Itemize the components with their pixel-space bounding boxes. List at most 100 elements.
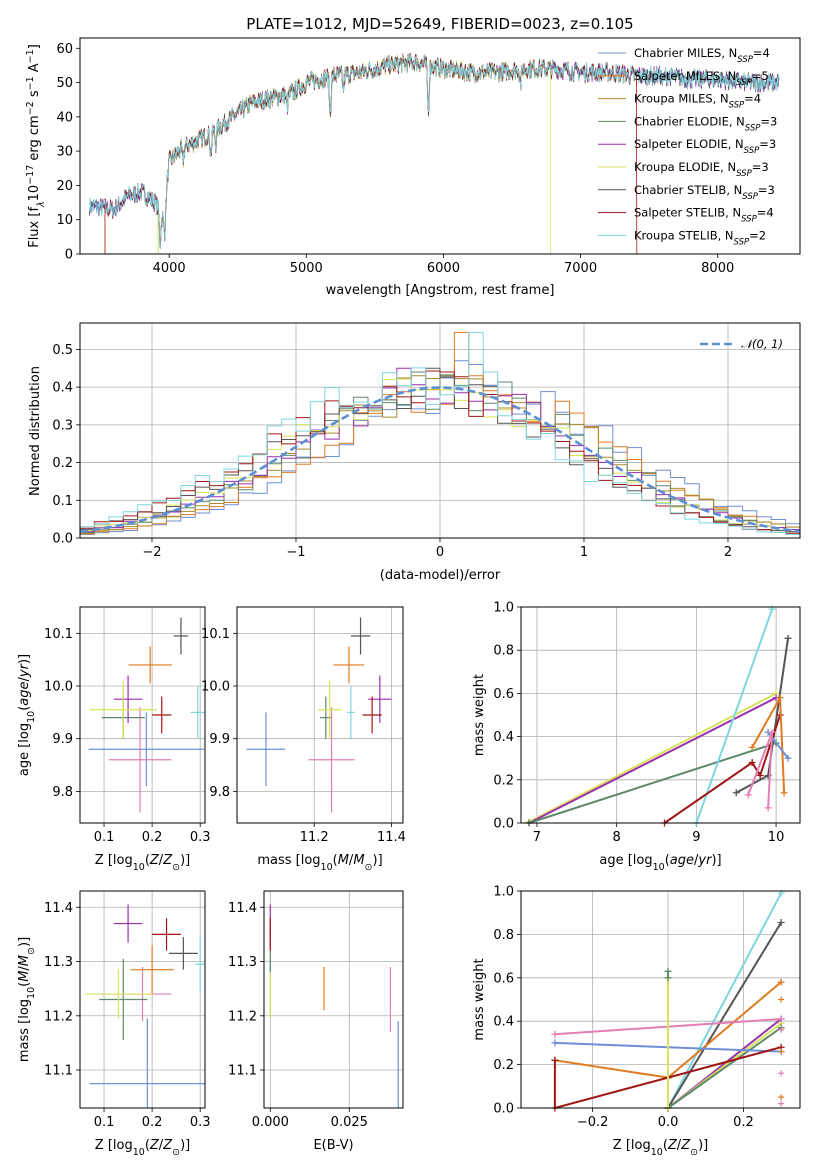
x-tick-label: −1 (286, 545, 305, 560)
weight-marker (778, 1048, 785, 1055)
x-axis-label: Z [log10(Z/Z⊙)] (95, 853, 190, 873)
y-tick-label: 10 (56, 213, 73, 228)
plot-frame (520, 890, 801, 1109)
y-tick-label: 11.4 (44, 901, 73, 916)
weight-marker (784, 754, 792, 762)
weight-marker (778, 979, 785, 986)
y-tick-label: 11.3 (228, 955, 257, 970)
y-tick-label: 9.9 (209, 732, 230, 747)
y-tick-label: 11.4 (228, 901, 257, 916)
x-axis-label: mass [log10(M/M⊙)] (257, 853, 382, 873)
plot-frame (79, 322, 801, 539)
y-tick-label: 11.1 (44, 1064, 73, 1079)
y-tick-label: 10.1 (201, 627, 230, 642)
y-tick-label: 11.1 (228, 1064, 257, 1079)
x-tick-label: 0 (436, 545, 444, 560)
x-tick-label: 0.2 (142, 1115, 163, 1130)
normal-curve (79, 386, 801, 533)
x-tick-label: 4000 (153, 261, 186, 276)
weight-line (554, 1059, 669, 1079)
weight-marker (756, 771, 764, 779)
x-tick-label: 10 (768, 830, 785, 845)
weight-marker (744, 791, 752, 799)
legend-label: Chabrier ELODIE, NSSP=3 (634, 114, 777, 133)
y-axis-label: Flux [fλ10−17 erg cm−2 s−1 A−1] (25, 44, 47, 248)
y-tick-label: 0.2 (493, 773, 514, 788)
legend-label: Chabrier MILES, NSSP=4 (634, 46, 770, 65)
weight-marker (551, 1039, 559, 1047)
y-tick-label: 40 (56, 110, 73, 125)
y-tick-label: 9.8 (52, 785, 73, 800)
legend-label: Chabrier STELIB, NSSP=3 (634, 183, 775, 202)
x-tick-label: 8 (613, 830, 621, 845)
legend-label: Kroupa ELODIE, NSSP=3 (634, 160, 769, 179)
spectrum-line (89, 53, 780, 249)
weight-marker (778, 996, 785, 1003)
weight-marker (777, 918, 785, 926)
histogram-series (80, 370, 800, 534)
weight-marker (778, 1094, 785, 1101)
weight-marker (784, 634, 792, 642)
y-tick-label: 0.3 (52, 418, 73, 433)
weight-marker (768, 728, 776, 736)
legend-label: Kroupa STELIB, NSSP=2 (634, 228, 766, 247)
plot-frame (263, 890, 404, 1109)
spectrum-line (157, 54, 551, 254)
residual-histogram-panel: −2 −1 0 1 2 0.0 0.1 0.2 0.3 0.4 0.5 𝒩(0, 1) (data-mo… (28, 322, 801, 583)
weight-line (667, 981, 782, 1079)
age-vs-metallicity-panel: 0.1 0.2 0.3 9.8 9.9 10.0 10.1 Z [log10(Z/Z⊙)] ag… (17, 606, 211, 873)
weight-marker (777, 1015, 785, 1023)
y-tick-label: 20 (56, 179, 73, 194)
y-tick-label: 11.2 (44, 1009, 73, 1024)
figure-title: PLATE=1012, MJD=52649, FIBERID=0023, z=0… (246, 15, 633, 33)
x-axis-label: age [log10(age/yr)] (599, 853, 721, 873)
x-tick-label: 0.1 (94, 1115, 115, 1130)
y-tick-label: 0.4 (493, 730, 514, 745)
y-tick-label: 0.0 (493, 817, 514, 832)
plot-frame (79, 606, 206, 824)
weight-vs-metallicity-panel: −0.2 0.0 0.2 0.0 0.2 0.4 0.6 0.8 1.0 Z [log10(Z/Z… (472, 885, 801, 1158)
weight-marker (780, 789, 788, 797)
legend-label: Salpeter ELODIE, NSSP=3 (634, 137, 776, 156)
histogram-series (80, 378, 800, 533)
histogram-series (80, 331, 800, 535)
weight-marker (778, 1100, 785, 1107)
x-tick-label: 11.2 (300, 830, 329, 845)
y-tick-label: 0.6 (493, 687, 514, 702)
y-tick-label: 9.8 (209, 785, 230, 800)
x-tick-label: 7000 (564, 261, 597, 276)
weight-marker (664, 974, 672, 982)
x-tick-label: 8000 (701, 261, 734, 276)
plot-frame (79, 890, 206, 1109)
x-tick-label: 9 (692, 830, 700, 845)
y-tick-label: 0.4 (493, 1015, 514, 1030)
weight-marker (776, 694, 784, 702)
weight-marker (764, 804, 772, 812)
weight-line (663, 714, 782, 824)
y-tick-label: 10.1 (44, 627, 73, 642)
x-axis-label: Z [log10(Z/Z⊙)] (613, 1138, 708, 1158)
x-tick-label: −2 (142, 545, 161, 560)
y-tick-label: 0.4 (52, 381, 73, 396)
x-tick-label: 0.2 (733, 1115, 754, 1130)
y-tick-label: 11.2 (228, 1009, 257, 1024)
weight-marker (732, 789, 740, 797)
x-tick-label: 0.2 (142, 830, 163, 845)
y-tick-label: 1.0 (493, 885, 514, 900)
y-tick-label: 0 (65, 248, 73, 263)
x-axis-label: (data-model)/error (380, 568, 501, 583)
spectrum-panel: 4000 5000 6000 7000 8000 0 10 20 30 40 50 60 Chabrie… (25, 37, 801, 298)
mass-vs-metallicity-panel: 0.1 0.2 0.3 11.1 11.2 11.3 11.4 Z [log10(Z/Z⊙)]… (17, 890, 211, 1158)
weight-line (528, 742, 777, 824)
x-tick-label: 0.000 (252, 1115, 289, 1130)
y-axis-label: mass weight (472, 674, 487, 756)
legend-label: Salpeter STELIB, NSSP=4 (634, 206, 774, 225)
y-tick-label: 0.1 (52, 494, 73, 509)
weight-marker (551, 1056, 559, 1064)
y-tick-label: 0.0 (52, 532, 73, 547)
y-tick-label: 0.0 (493, 1102, 514, 1117)
y-tick-label: 1.0 (493, 601, 514, 616)
weight-marker (664, 967, 672, 975)
x-tick-label: −0.2 (577, 1115, 609, 1130)
